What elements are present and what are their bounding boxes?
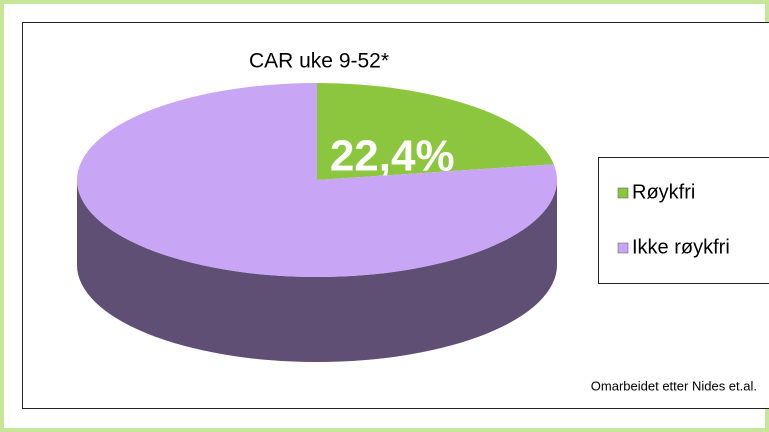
legend-box [598, 157, 769, 284]
legend-swatch [617, 242, 629, 254]
slice [317, 83, 554, 180]
legend-label: Ikke røykfri [632, 236, 730, 258]
side-shade [77, 180, 557, 362]
legend-swatch [617, 187, 629, 199]
value-label: 22,4% [330, 131, 455, 180]
chart-title: CAR uke 9-52* [249, 50, 389, 73]
annotation: Omarbeidet etter Nides et.al. [591, 378, 757, 393]
slice [77, 83, 557, 278]
legend-label: Røykfri [632, 181, 695, 203]
